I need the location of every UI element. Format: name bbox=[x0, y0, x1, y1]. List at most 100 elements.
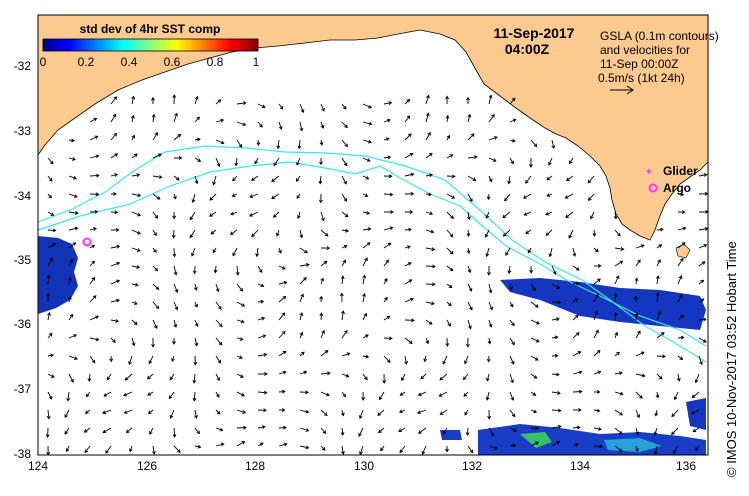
argo-float-marker bbox=[82, 237, 92, 247]
colorbar-tick-3: 0.6 bbox=[164, 55, 181, 69]
velocity-arrow bbox=[572, 247, 576, 257]
velocity-arrow bbox=[530, 301, 539, 308]
velocity-arrow-head bbox=[432, 264, 436, 269]
velocity-arrow bbox=[173, 134, 181, 141]
velocity-arrow-head bbox=[466, 96, 470, 101]
velocity-arrow bbox=[341, 311, 344, 321]
velocity-arrow bbox=[299, 229, 303, 238]
velocity-arrow bbox=[320, 211, 325, 221]
velocity-arrow bbox=[131, 229, 141, 235]
velocity-arrow-head bbox=[299, 331, 304, 336]
velocity-arrow-head bbox=[344, 329, 348, 334]
velocity-arrow-head bbox=[408, 340, 413, 344]
velocity-arrow-head bbox=[194, 342, 199, 347]
velocity-arrow-head bbox=[74, 356, 78, 360]
velocity-arrow bbox=[614, 211, 617, 219]
velocity-arrow bbox=[425, 211, 433, 215]
velocity-arrow-head bbox=[447, 322, 451, 327]
velocity-arrow bbox=[47, 312, 50, 321]
velocity-arrow bbox=[47, 243, 56, 249]
velocity-arrow bbox=[467, 319, 472, 329]
velocity-arrow bbox=[383, 297, 388, 303]
velocity-arrow-head bbox=[512, 118, 517, 123]
velocity-arrow-head bbox=[596, 390, 601, 394]
velocity-arrow bbox=[320, 427, 326, 434]
velocity-arrow bbox=[147, 373, 154, 380]
velocity-arrow-head bbox=[175, 177, 180, 181]
velocity-arrow-head bbox=[305, 428, 310, 432]
velocity-arrow-head bbox=[634, 277, 639, 282]
velocity-arrow bbox=[614, 372, 622, 375]
velocity-arrow-head bbox=[408, 227, 412, 232]
velocity-arrow bbox=[110, 262, 120, 267]
velocity-arrow bbox=[173, 319, 177, 328]
velocity-arrow bbox=[68, 259, 73, 267]
velocity-arrow-head bbox=[556, 285, 561, 289]
velocity-arrow bbox=[47, 257, 53, 267]
velocity-arrow bbox=[236, 355, 243, 359]
velocity-arrow-head bbox=[282, 370, 287, 375]
velocity-arrow-head bbox=[637, 330, 641, 335]
velocity-arrow-head bbox=[380, 447, 384, 452]
velocity-arrow-head bbox=[680, 314, 684, 319]
velocity-arrow bbox=[698, 337, 707, 343]
velocity-arrow-head bbox=[577, 351, 582, 355]
velocity-arrow-head bbox=[365, 354, 370, 359]
velocity-arrow bbox=[110, 96, 117, 105]
velocity-arrow-head bbox=[572, 253, 577, 257]
velocity-arrow bbox=[486, 247, 490, 257]
velocity-arrow-head bbox=[212, 181, 217, 186]
velocity-arrow-head bbox=[546, 176, 551, 181]
velocity-arrow bbox=[486, 391, 490, 401]
velocity-arrow-head bbox=[251, 177, 255, 181]
velocity-arrow-head bbox=[493, 136, 498, 140]
velocity-arrow bbox=[677, 315, 684, 321]
velocity-arrow-head bbox=[48, 332, 53, 337]
velocity-arrow bbox=[656, 332, 665, 339]
velocity-arrow-head bbox=[191, 252, 195, 257]
velocity-arrow-head bbox=[653, 451, 658, 455]
velocity-arrow bbox=[362, 121, 372, 125]
velocity-arrow-head bbox=[116, 244, 121, 249]
velocity-arrow-head bbox=[230, 211, 234, 216]
velocity-arrow bbox=[299, 294, 304, 303]
velocity-arrow-head bbox=[295, 178, 300, 182]
velocity-arrow-head bbox=[276, 145, 281, 150]
velocity-arrow-head bbox=[703, 339, 707, 343]
velocity-arrow bbox=[257, 103, 266, 108]
velocity-arrow-head bbox=[597, 370, 602, 375]
velocity-arrow bbox=[509, 337, 515, 345]
velocity-arrow bbox=[593, 445, 603, 448]
velocity-arrow bbox=[152, 265, 158, 272]
velocity-arrow-head bbox=[568, 234, 572, 239]
velocity-arrow-head bbox=[345, 228, 349, 233]
velocity-arrow-head bbox=[305, 262, 310, 267]
velocity-arrow bbox=[404, 173, 414, 177]
velocity-arrow-head bbox=[505, 252, 509, 256]
velocity-arrow-head bbox=[430, 229, 435, 234]
velocity-arrow-head bbox=[387, 155, 392, 160]
velocity-arrow bbox=[278, 103, 284, 110]
velocity-arrow-head bbox=[192, 397, 197, 402]
velocity-arrow-head bbox=[154, 214, 159, 219]
velocity-arrow-head bbox=[386, 359, 391, 363]
velocity-arrow-head bbox=[263, 352, 268, 357]
velocity-arrow bbox=[524, 211, 532, 216]
velocity-arrow bbox=[530, 441, 539, 447]
velocity-arrow-head bbox=[220, 140, 225, 145]
velocity-arrow bbox=[257, 391, 267, 394]
velocity-arrow bbox=[232, 247, 238, 256]
velocity-arrow-head bbox=[87, 378, 92, 383]
velocity-arrow bbox=[572, 426, 580, 429]
velocity-arrow bbox=[236, 373, 244, 378]
velocity-arrow-head bbox=[209, 196, 214, 201]
velocity-arrow bbox=[503, 229, 511, 237]
velocity-arrow-head bbox=[74, 226, 79, 231]
velocity-arrow bbox=[530, 337, 540, 343]
velocity-arrow bbox=[194, 116, 200, 123]
velocity-arrow bbox=[341, 103, 347, 110]
velocity-arrow-head bbox=[671, 413, 676, 418]
velocity-arrow bbox=[209, 193, 217, 201]
velocity-arrow bbox=[278, 312, 286, 321]
velocity-arrow bbox=[509, 373, 514, 383]
